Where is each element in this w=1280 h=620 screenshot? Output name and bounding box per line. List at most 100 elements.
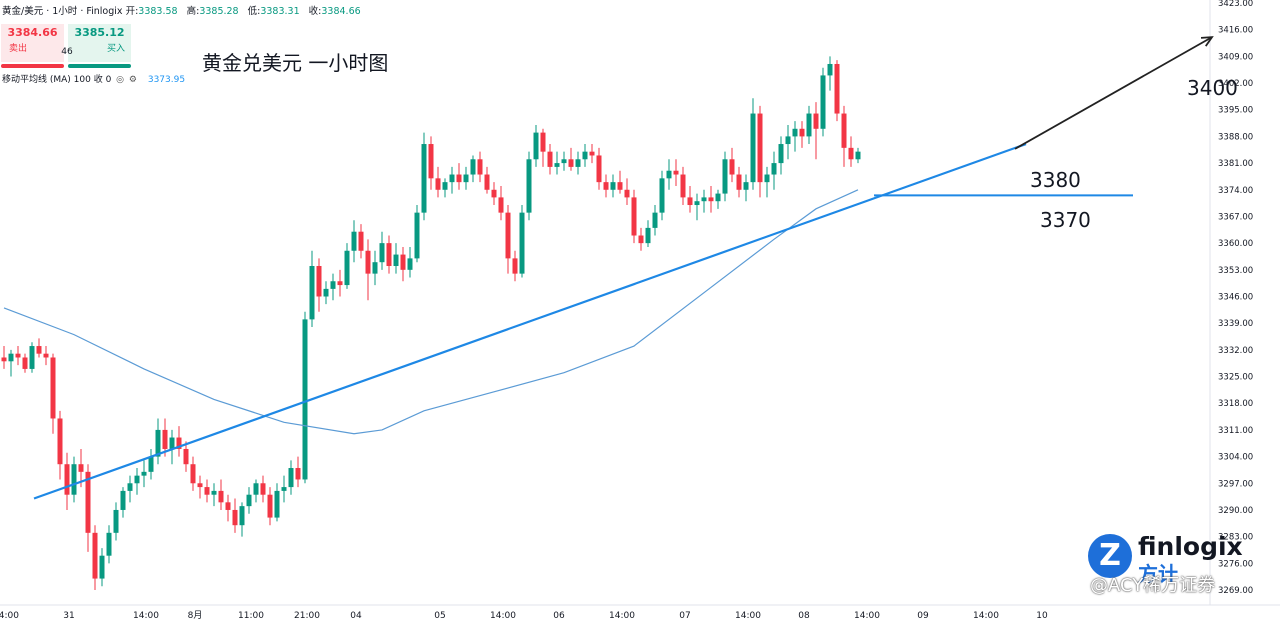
indicator-label: 移动平均线 (MA) 100 收 0 bbox=[2, 75, 112, 85]
time-tick-label: 06 bbox=[553, 611, 565, 620]
candle bbox=[778, 144, 784, 164]
candle bbox=[372, 262, 378, 274]
candle bbox=[645, 227, 651, 244]
time-tick-label: 11:00 bbox=[238, 611, 264, 620]
candle bbox=[834, 63, 840, 114]
open-value: 3383.58 bbox=[138, 6, 178, 17]
candle bbox=[463, 174, 469, 183]
price-tick-label: 3311.00 bbox=[1218, 426, 1253, 436]
candle bbox=[71, 464, 77, 495]
level-a-label: 3380 bbox=[1030, 168, 1081, 192]
candle bbox=[449, 174, 455, 183]
buy-bar bbox=[68, 64, 131, 68]
target-level-label: 3400 bbox=[1187, 76, 1238, 100]
price-tick-label: 3402.00 bbox=[1218, 79, 1253, 89]
candle bbox=[666, 170, 672, 179]
candle bbox=[680, 174, 686, 198]
candle bbox=[638, 235, 644, 244]
buy-button[interactable]: 3385.12 买入 bbox=[68, 24, 131, 62]
candle bbox=[232, 509, 238, 526]
time-tick-label: 31 bbox=[63, 611, 74, 620]
candle bbox=[169, 437, 175, 449]
candle bbox=[358, 231, 364, 251]
candle bbox=[792, 128, 798, 137]
open-label: 开: bbox=[125, 6, 139, 17]
buy-label: 买入 bbox=[106, 44, 125, 54]
time-tick-label: 04 bbox=[350, 611, 362, 620]
candle bbox=[582, 151, 588, 160]
indicator-legend[interactable]: 移动平均线 (MA) 100 收 0 ◎ ⚙ 3373.95 bbox=[2, 72, 185, 85]
settings-icon[interactable]: ⚙ bbox=[128, 75, 137, 85]
candle bbox=[302, 319, 308, 480]
candle bbox=[351, 231, 357, 251]
time-tick-label: 14:00 bbox=[133, 611, 159, 620]
candle bbox=[673, 170, 679, 175]
candle bbox=[526, 159, 532, 213]
candle bbox=[848, 147, 854, 160]
time-tick-label: 14:00 bbox=[490, 611, 516, 620]
candle bbox=[442, 182, 448, 190]
candle bbox=[757, 113, 763, 183]
candle bbox=[414, 212, 420, 259]
candle bbox=[743, 182, 749, 190]
candle bbox=[225, 502, 231, 510]
price-tick-label: 3304.00 bbox=[1218, 453, 1253, 463]
candle bbox=[561, 159, 567, 164]
candle bbox=[274, 490, 280, 518]
candle bbox=[29, 346, 35, 369]
sell-button[interactable]: 3384.66 卖出 bbox=[1, 24, 64, 62]
price-tick-label: 3381.00 bbox=[1218, 159, 1253, 169]
candle bbox=[344, 250, 350, 286]
candle bbox=[183, 448, 189, 465]
candle bbox=[736, 174, 742, 190]
candle bbox=[162, 429, 168, 449]
candle bbox=[708, 197, 714, 202]
candle bbox=[295, 468, 301, 480]
candle bbox=[631, 197, 637, 236]
price-tick-label: 3269.00 bbox=[1218, 586, 1253, 596]
sell-price: 3384.66 bbox=[7, 26, 58, 39]
candle bbox=[43, 353, 49, 358]
candle bbox=[652, 212, 658, 228]
time-tick-label: 21:00 bbox=[294, 611, 320, 620]
candle bbox=[610, 182, 616, 190]
candle bbox=[134, 475, 140, 484]
candle bbox=[106, 532, 112, 556]
time-tick-label: 05 bbox=[434, 611, 445, 620]
low-label: 低: bbox=[247, 6, 261, 17]
candle bbox=[421, 144, 427, 213]
trend-line bbox=[33, 142, 1027, 500]
candle bbox=[15, 353, 21, 358]
candle bbox=[428, 144, 434, 179]
candle bbox=[617, 182, 623, 190]
price-tick-label: 3346.00 bbox=[1218, 293, 1253, 303]
candle bbox=[141, 471, 147, 476]
candle bbox=[288, 468, 294, 488]
high-label: 高: bbox=[186, 6, 200, 17]
forecast-arrow-head bbox=[1200, 36, 1214, 47]
candle bbox=[750, 113, 756, 183]
watermark: @ACY稀万证券 bbox=[1090, 575, 1216, 596]
candle bbox=[456, 174, 462, 183]
price-tick-label: 3374.00 bbox=[1218, 186, 1253, 196]
price-tick-label: 3409.00 bbox=[1218, 52, 1253, 62]
eye-icon[interactable]: ◎ bbox=[116, 75, 125, 85]
candle bbox=[694, 201, 700, 206]
candle bbox=[323, 288, 329, 297]
candle bbox=[92, 532, 98, 579]
candle bbox=[505, 212, 511, 259]
price-tick-label: 3339.00 bbox=[1218, 319, 1253, 329]
candle bbox=[155, 429, 161, 457]
spread-value: 46 bbox=[61, 47, 73, 57]
candle bbox=[1, 357, 7, 362]
candle bbox=[785, 136, 791, 145]
buy-price: 3385.12 bbox=[74, 26, 125, 39]
candle bbox=[575, 159, 581, 167]
candle bbox=[827, 63, 833, 76]
time-tick-label: 10 bbox=[1036, 611, 1048, 620]
time-tick-label: 8月 bbox=[188, 610, 203, 620]
candle bbox=[624, 189, 630, 198]
candle bbox=[309, 266, 315, 320]
time-tick-label: 14:00 bbox=[0, 611, 19, 620]
